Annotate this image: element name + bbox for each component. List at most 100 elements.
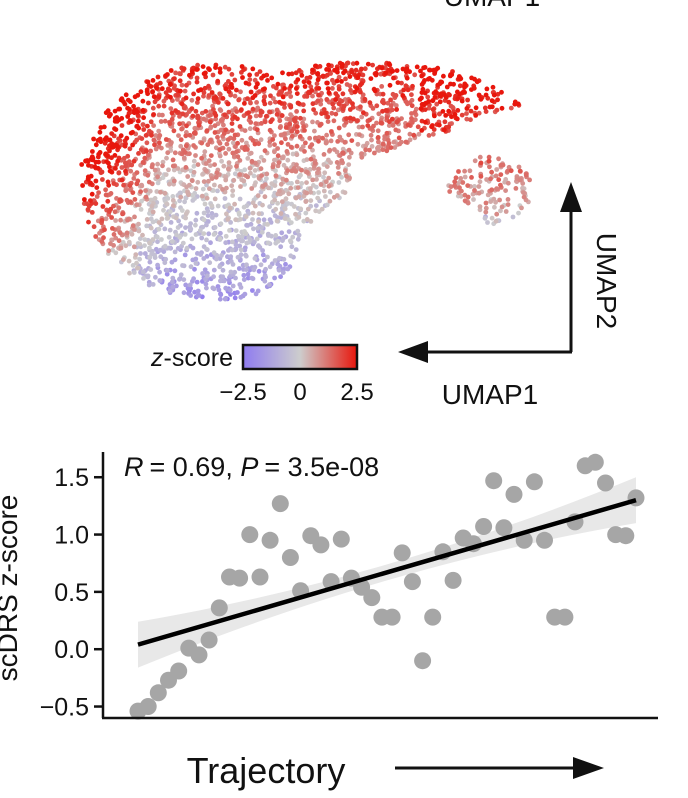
umap-cell: [282, 131, 287, 137]
umap-cell: [247, 114, 253, 120]
umap-cell: [158, 119, 164, 124]
umap-cell: [323, 179, 329, 185]
umap-cell: [490, 84, 496, 90]
umap-cell: [191, 158, 197, 164]
umap-cell: [190, 193, 195, 198]
umap-cell: [388, 145, 394, 151]
stats-annotation: R = 0.69, P = 3.5e-08: [124, 452, 379, 482]
umap-cell: [229, 247, 235, 253]
umap-cell: [237, 172, 243, 177]
umap-cell: [336, 101, 342, 107]
umap-cell: [152, 142, 157, 148]
umap-cell: [339, 158, 345, 163]
umap-cell: [172, 249, 178, 255]
umap-cell: [290, 234, 296, 240]
umap-cell: [230, 239, 235, 245]
umap-cell: [519, 205, 524, 211]
umap-cell: [181, 66, 187, 72]
umap-cell: [497, 197, 502, 203]
umap-cell: [415, 124, 421, 130]
umap-cell: [220, 267, 226, 273]
umap-cell: [473, 105, 479, 111]
umap-cell: [313, 110, 319, 116]
umap-cell: [310, 177, 316, 183]
umap-cell: [184, 82, 189, 88]
umap-cell: [288, 94, 294, 99]
umap-cell: [156, 94, 162, 100]
umap-cell: [249, 158, 255, 164]
umap-cell: [252, 141, 258, 147]
umap-cell: [339, 64, 345, 69]
umap-cell: [316, 135, 322, 140]
umap-cell: [294, 109, 299, 114]
umap-cell: [267, 127, 273, 133]
umap-cell: [135, 265, 140, 271]
umap-cell: [298, 206, 304, 212]
umap-cell: [307, 135, 313, 141]
umap-cell: [128, 168, 134, 174]
umap-cell: [358, 104, 363, 110]
umap-cell: [342, 68, 348, 74]
umap-cell: [223, 240, 229, 246]
umap-cell: [313, 63, 318, 69]
umap-cell: [295, 236, 301, 242]
umap-cell: [264, 176, 269, 182]
scatter-point: [271, 495, 289, 513]
umap-cell: [336, 171, 341, 176]
umap-cell: [286, 71, 292, 77]
umap-cell: [324, 97, 330, 102]
umap-cell: [288, 253, 294, 259]
umap-cell: [151, 94, 157, 100]
umap-cell: [241, 272, 247, 278]
umap-cell: [288, 112, 293, 117]
umap-cell: [294, 152, 300, 158]
r-value: = 0.69,: [150, 452, 241, 482]
umap-cell: [426, 99, 431, 104]
umap-cell: [210, 188, 216, 193]
umap-cell: [201, 90, 207, 96]
umap-cell: [285, 157, 291, 163]
umap-cell: [148, 119, 154, 125]
umap-cell: [517, 168, 523, 174]
umap-cell: [155, 161, 161, 167]
umap-cell: [214, 170, 220, 176]
umap-cell: [177, 121, 183, 127]
scatter-point: [383, 608, 401, 626]
umap-cell: [145, 172, 151, 178]
umap-cell: [510, 214, 516, 220]
umap-cell: [309, 142, 315, 148]
umap-cell: [482, 105, 488, 111]
umap-cell: [367, 117, 373, 123]
umap-cell: [120, 240, 126, 245]
umap-cell: [318, 101, 324, 107]
umap-cell: [110, 226, 115, 231]
umap-cell: [86, 219, 91, 225]
umap-cell: [163, 172, 169, 178]
umap-cell: [452, 112, 458, 117]
umap-cell: [315, 77, 321, 83]
umap-cell: [120, 211, 125, 217]
umap-cell: [155, 262, 161, 268]
umap-cell: [437, 99, 443, 105]
umap-cell: [451, 81, 456, 87]
umap-cell: [217, 147, 223, 153]
umap-cell: [278, 181, 284, 187]
umap-cell: [249, 186, 255, 191]
umap-cell: [472, 188, 477, 193]
umap-cell: [418, 106, 424, 112]
umap-cell: [317, 123, 323, 128]
umap-cell: [138, 147, 144, 153]
umap-cell: [125, 105, 130, 111]
umap-cell: [219, 253, 224, 258]
umap-cell: [143, 194, 149, 200]
umap-cell: [193, 153, 198, 158]
umap-cell: [130, 142, 136, 148]
umap-cell: [447, 189, 453, 194]
umap-cell: [505, 197, 511, 202]
umap-cell: [331, 194, 337, 200]
umap-cell: [232, 77, 238, 83]
umap-cell: [365, 61, 371, 67]
umap-cell: [189, 69, 195, 75]
umap-cell: [261, 94, 267, 100]
umap-cell: [231, 136, 237, 142]
